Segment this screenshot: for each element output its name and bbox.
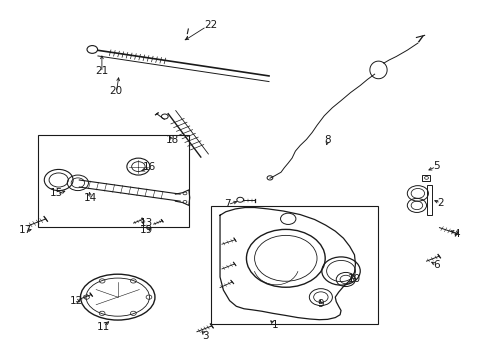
Text: 10: 10 xyxy=(348,274,361,284)
Text: 9: 9 xyxy=(318,299,324,309)
Text: 20: 20 xyxy=(110,86,123,96)
Bar xyxy=(211,206,378,324)
Text: 21: 21 xyxy=(95,66,108,76)
Bar xyxy=(38,135,189,226)
Text: 2: 2 xyxy=(438,198,444,208)
Text: 17: 17 xyxy=(19,225,32,235)
Text: 8: 8 xyxy=(324,135,331,145)
Text: 12: 12 xyxy=(70,296,83,306)
Text: 4: 4 xyxy=(454,229,461,239)
Text: 14: 14 xyxy=(84,193,97,203)
Text: 15: 15 xyxy=(50,188,63,198)
Bar xyxy=(426,185,432,215)
Text: 3: 3 xyxy=(202,331,209,341)
Text: 13: 13 xyxy=(140,218,153,228)
Text: 5: 5 xyxy=(433,161,440,171)
Text: 6: 6 xyxy=(433,260,440,270)
Bar xyxy=(422,175,430,181)
Text: 22: 22 xyxy=(204,21,217,31)
Text: 18: 18 xyxy=(166,135,179,145)
Text: 16: 16 xyxy=(143,162,156,172)
Text: 11: 11 xyxy=(97,323,110,333)
Text: 7: 7 xyxy=(224,199,231,209)
Text: 19: 19 xyxy=(140,225,153,235)
Text: 1: 1 xyxy=(271,320,278,330)
